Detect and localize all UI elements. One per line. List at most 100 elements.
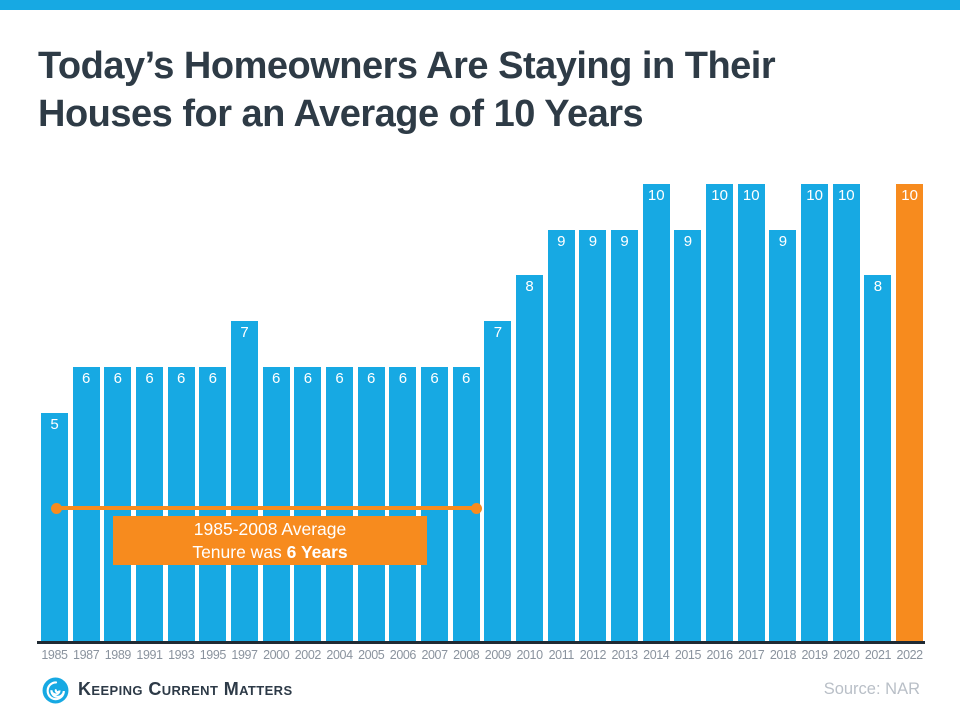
span-endpoint-dot-right bbox=[471, 502, 482, 514]
x-tick-2014: 2014 bbox=[643, 648, 670, 662]
bar-2017: 10 bbox=[737, 184, 765, 641]
span-endpoint-dot-left bbox=[51, 502, 62, 514]
bar-2022: 10 bbox=[896, 184, 924, 641]
bar-value-label: 9 bbox=[588, 232, 598, 250]
bar-1995: 6 bbox=[199, 366, 227, 641]
page-title: Today’s Homeowners Are Staying in Their H… bbox=[38, 42, 922, 138]
average-span-line bbox=[51, 502, 482, 514]
bar-2002: 6 bbox=[294, 366, 322, 641]
x-tick-1985: 1985 bbox=[41, 648, 68, 662]
bar-value-label: 6 bbox=[208, 369, 218, 387]
annotation-line2-prefix: Tenure was bbox=[192, 542, 287, 562]
bar-value-label: 9 bbox=[557, 232, 566, 250]
bar-2016: 10 bbox=[706, 184, 734, 641]
x-tick-2019: 2019 bbox=[801, 648, 829, 662]
page-title-line2: Houses for an Average of 10 Years bbox=[38, 93, 644, 135]
bar-value-label: 6 bbox=[335, 369, 344, 387]
x-tick-2002: 2002 bbox=[294, 648, 322, 662]
bar-1987: 6 bbox=[72, 366, 100, 641]
bar-2004: 6 bbox=[326, 366, 354, 641]
average-tenure-annotation: 1985-2008 Average Tenure was 6 Years bbox=[113, 516, 427, 565]
page-title-line1: Today’s Homeowners Are Staying in Their bbox=[38, 45, 776, 87]
x-tick-2015: 2015 bbox=[674, 648, 702, 662]
x-tick-2004: 2004 bbox=[326, 648, 353, 662]
kcm-logo: Keeping Current Matters bbox=[42, 676, 293, 704]
bar-value-label: 9 bbox=[620, 232, 629, 250]
bar-1985: 5 bbox=[41, 412, 68, 641]
bar-value-label: 10 bbox=[806, 187, 823, 204]
x-tick-2005: 2005 bbox=[358, 648, 385, 662]
bar-1989: 6 bbox=[104, 366, 132, 641]
x-axis-labels: 1985 1987 1989 1991 1993 1995 1997 2000 2002 2004… bbox=[41, 648, 923, 662]
x-tick-2009: 2009 bbox=[484, 648, 512, 662]
bar-2006: 6 bbox=[389, 366, 417, 641]
bar-value-label: 6 bbox=[462, 369, 471, 387]
bar-value-label: 6 bbox=[81, 369, 91, 387]
x-tick-2000: 2000 bbox=[263, 648, 290, 662]
bar-value-label: 8 bbox=[873, 278, 883, 296]
bar-value-label: 7 bbox=[493, 324, 503, 342]
bar-2020: 10 bbox=[832, 184, 860, 641]
annotation-line1: 1985-2008 Average bbox=[193, 519, 347, 539]
x-tick-1987: 1987 bbox=[73, 648, 100, 662]
bar-2005: 6 bbox=[357, 366, 385, 641]
bar-2011: 9 bbox=[547, 229, 575, 641]
bar-value-label: 6 bbox=[430, 369, 439, 387]
x-tick-1991: 1991 bbox=[136, 648, 163, 662]
bar-2019: 10 bbox=[801, 184, 829, 641]
x-tick-1995: 1995 bbox=[199, 648, 227, 662]
x-tick-2008: 2008 bbox=[453, 648, 480, 662]
bar-value-label: 10 bbox=[901, 187, 918, 204]
bar-value-label: 10 bbox=[711, 187, 728, 204]
x-tick-2016: 2016 bbox=[706, 648, 733, 662]
bar-value-label: 6 bbox=[303, 369, 313, 387]
x-tick-2012: 2012 bbox=[579, 648, 607, 662]
x-tick-2006: 2006 bbox=[389, 648, 417, 662]
x-tick-2010: 2010 bbox=[516, 648, 543, 662]
bar-value-label: 10 bbox=[742, 187, 760, 204]
bars-container: 5 6 6 6 6 6 7 6 6 6 6 6 6 6 7 8 9 9 9 10 9 10 10 9 10 10 8 10 bbox=[41, 160, 924, 641]
bar-2000: 6 bbox=[262, 366, 290, 641]
bar-value-label: 6 bbox=[367, 369, 376, 387]
x-tick-2011: 2011 bbox=[548, 648, 575, 662]
bar-value-label: 9 bbox=[683, 232, 693, 250]
x-tick-2022: 2022 bbox=[896, 648, 924, 662]
bar-1997: 7 bbox=[231, 321, 259, 641]
x-tick-2017: 2017 bbox=[738, 648, 765, 662]
bar-1993: 6 bbox=[167, 366, 195, 641]
x-tick-2020: 2020 bbox=[833, 648, 860, 662]
bar-value-label: 10 bbox=[837, 187, 855, 204]
brand-name: Keeping Current Matters bbox=[78, 678, 293, 699]
x-tick-2018: 2018 bbox=[769, 648, 797, 662]
bar-value-label: 6 bbox=[272, 369, 281, 387]
bar-value-label: 9 bbox=[778, 232, 788, 250]
bar-2007: 6 bbox=[421, 366, 449, 641]
bar-2012: 9 bbox=[579, 229, 607, 641]
bar-value-label: 8 bbox=[525, 278, 534, 296]
bar-value-label: 5 bbox=[50, 415, 59, 433]
source-credit: Source: NAR bbox=[823, 680, 920, 698]
x-tick-1989: 1989 bbox=[104, 648, 132, 662]
top-accent-bar bbox=[0, 0, 960, 10]
bar-2014: 10 bbox=[642, 184, 670, 641]
bar-value-label: 6 bbox=[145, 369, 154, 387]
x-tick-2021: 2021 bbox=[864, 648, 892, 662]
bar-value-label: 6 bbox=[177, 369, 186, 387]
x-tick-2007: 2007 bbox=[421, 648, 448, 662]
bar-2021: 8 bbox=[864, 275, 892, 641]
x-tick-1997: 1997 bbox=[231, 648, 258, 662]
bar-2010: 8 bbox=[516, 275, 544, 641]
bar-1991: 6 bbox=[136, 366, 163, 641]
x-axis-line bbox=[37, 641, 925, 644]
kcm-swirl-icon bbox=[42, 677, 69, 703]
bar-2009: 7 bbox=[484, 321, 512, 641]
annotation-line2-bold: 6 Years bbox=[286, 542, 348, 562]
bar-value-label: 7 bbox=[240, 324, 249, 342]
bar-value-label: 6 bbox=[113, 369, 122, 387]
bar-2015: 9 bbox=[674, 229, 702, 641]
x-tick-1993: 1993 bbox=[168, 648, 195, 662]
x-tick-2013: 2013 bbox=[611, 648, 638, 662]
bar-value-label: 6 bbox=[398, 369, 408, 387]
